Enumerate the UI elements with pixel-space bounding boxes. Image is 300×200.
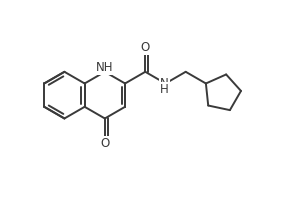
Text: O: O <box>141 41 150 54</box>
Text: N: N <box>160 77 169 90</box>
Text: H: H <box>160 83 169 96</box>
Text: NH: NH <box>96 61 114 74</box>
Text: O: O <box>100 137 110 150</box>
